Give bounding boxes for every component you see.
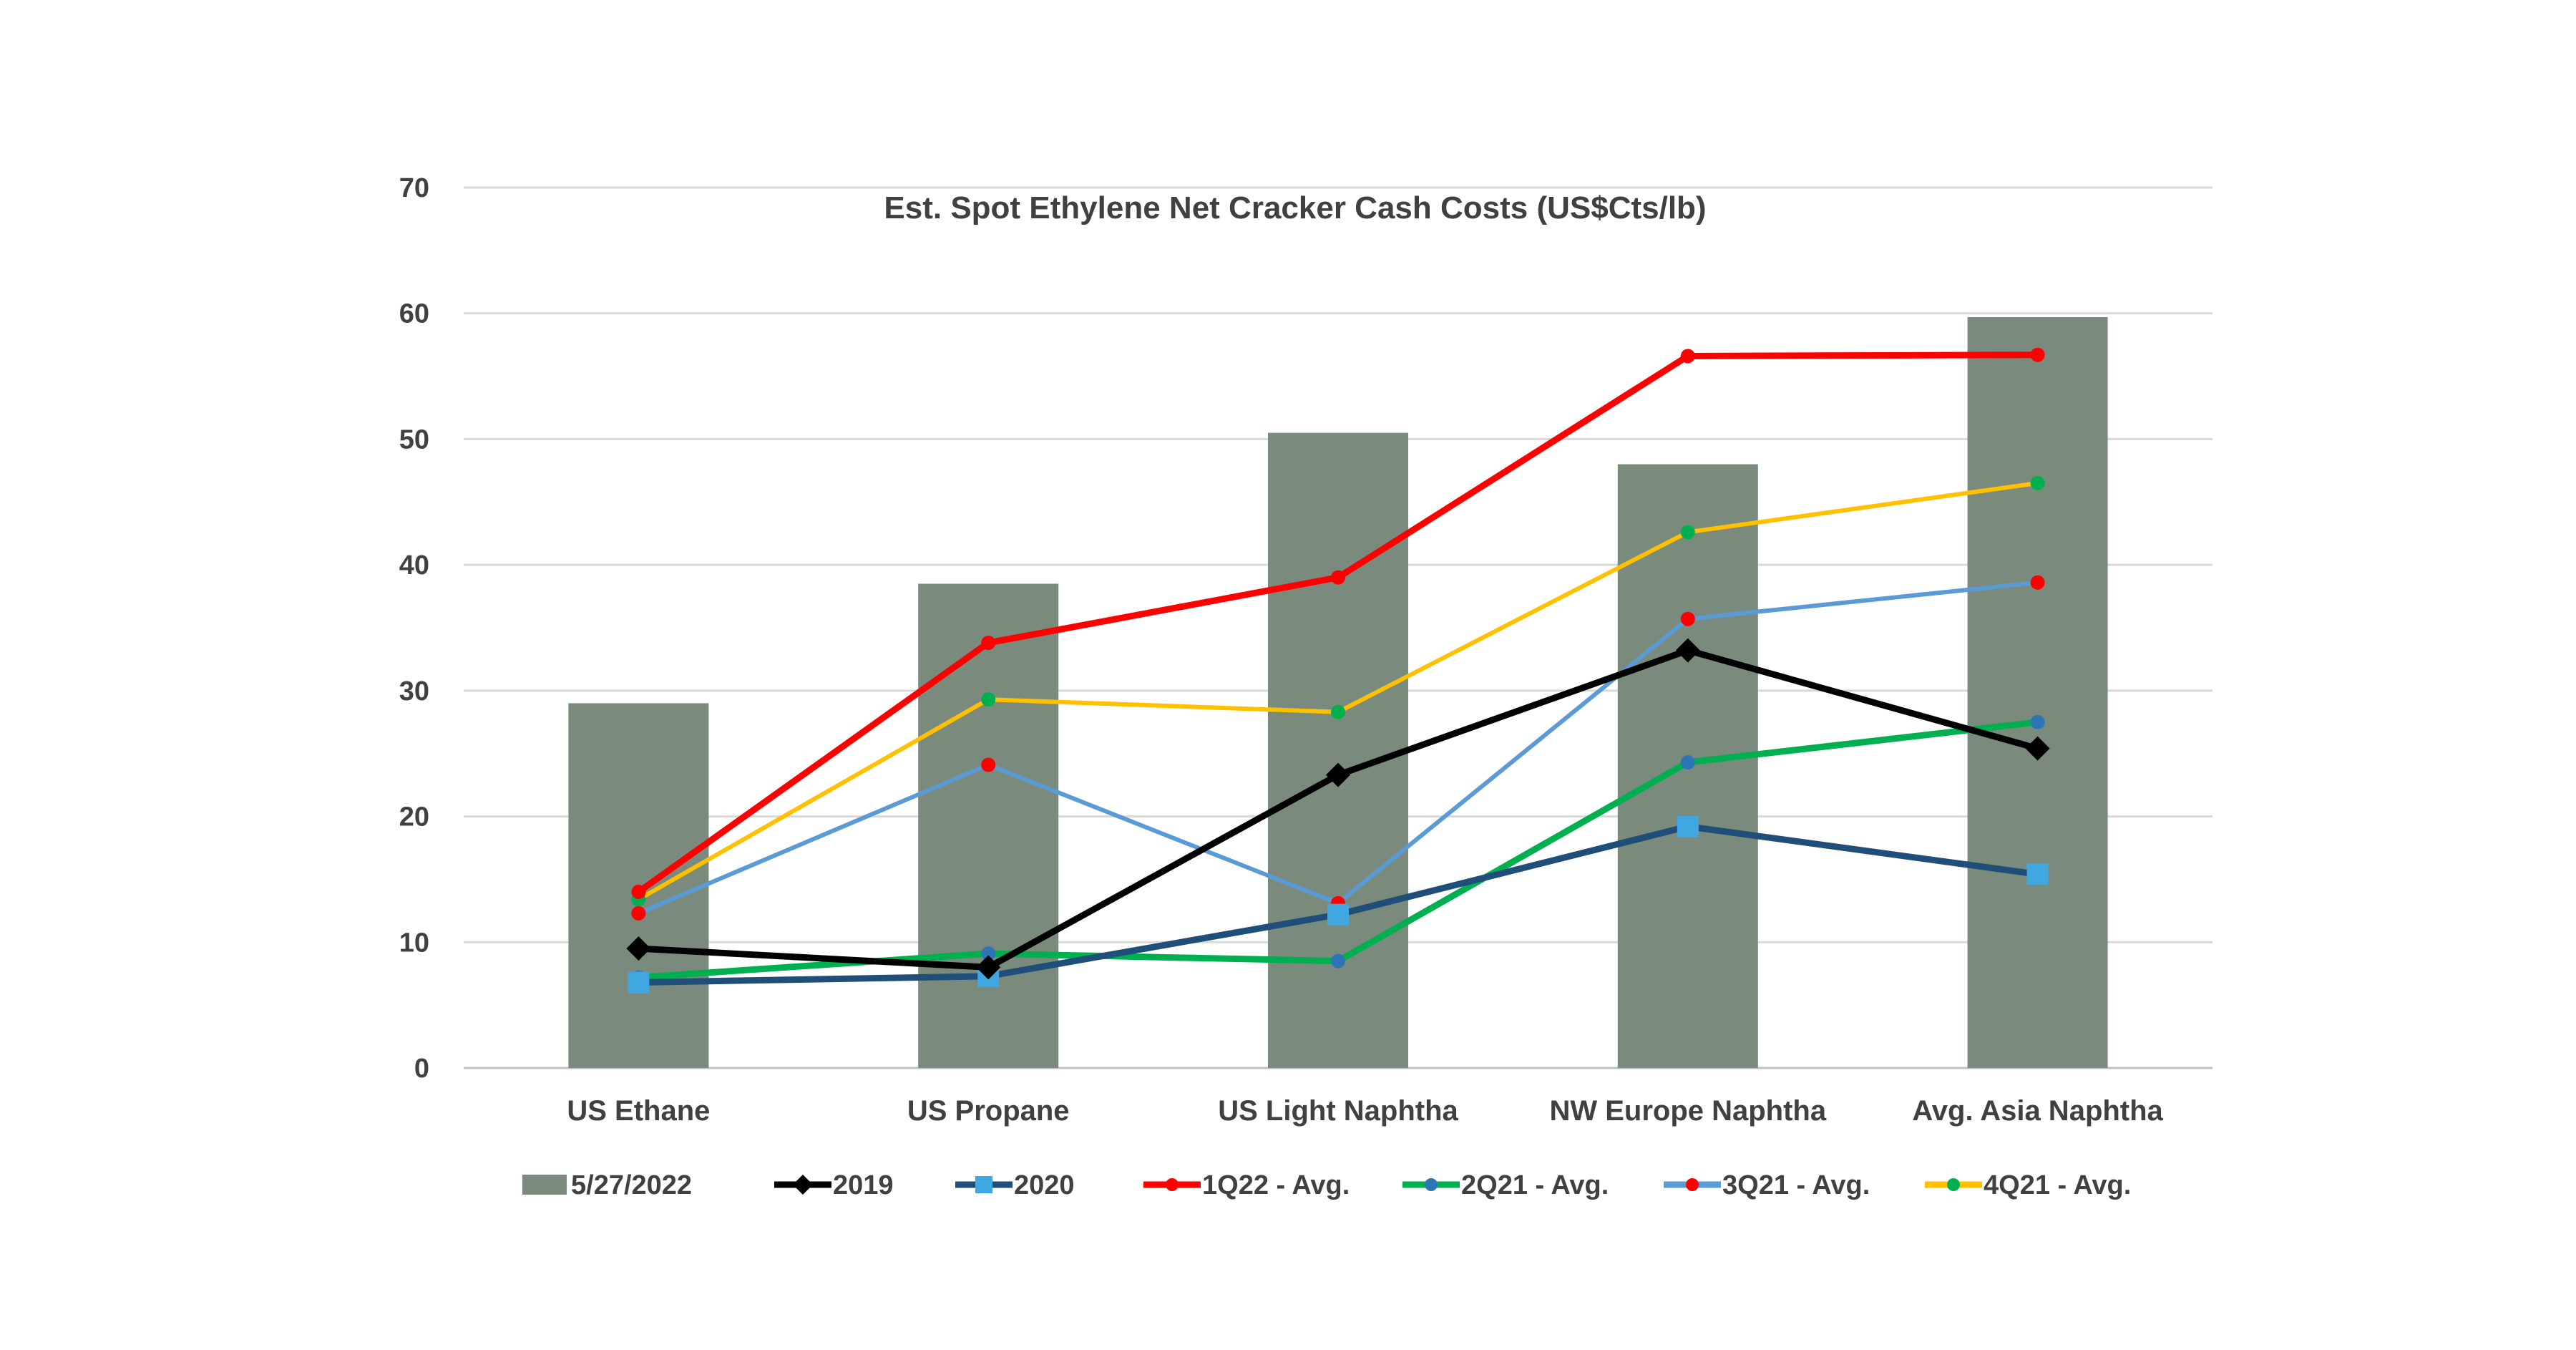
legend-label: 1Q22 - Avg. [1202,1170,1350,1200]
data-point [1331,704,1345,719]
bar-avg-asia-naphtha [1967,316,2108,1068]
data-point [1327,903,1349,926]
data-point [981,757,996,772]
bar-us-light-naphtha [1268,432,1408,1068]
bar-us-propane [918,583,1059,1068]
legend-item-1q22-avg: 1Q22 - Avg. [1143,1170,1350,1200]
legend-item-4q21-avg: 4Q21 - Avg. [1925,1170,2131,1200]
legend-label: 2020 [1014,1170,1075,1200]
legend-item-2020: 2020 [955,1170,1075,1200]
data-point [981,692,996,707]
data-point [631,885,646,899]
x-tick-label: US Propane [907,1095,1070,1127]
data-point [2030,475,2045,490]
data-point [626,936,651,961]
data-point [1331,953,1345,968]
data-point [975,1176,992,1193]
data-point [2030,575,2045,590]
data-point [2026,863,2049,885]
data-point [1680,525,1695,540]
x-tick-label: Avg. Asia Naphtha [1912,1095,2163,1127]
legend-label: 2019 [833,1170,894,1200]
legend-label: 2Q21 - Avg. [1461,1170,1609,1200]
data-point [1166,1178,1179,1191]
data-point [1675,638,1700,663]
x-tick-label: US Ethane [567,1095,710,1127]
legend-swatch [522,1175,567,1195]
data-point [2030,714,2045,729]
legend-label: 4Q21 - Avg. [1984,1170,2131,1200]
legend-item-5-27-2022: 5/27/2022 [522,1170,692,1200]
series-1q22-avg [631,347,2045,899]
legend-item-2019: 2019 [774,1170,894,1200]
y-tick-label: 10 [399,928,429,958]
data-point [2025,736,2050,761]
data-point [1686,1178,1699,1191]
data-point [628,971,650,994]
data-point [1425,1178,1438,1191]
data-point [1677,815,1699,837]
data-point [1947,1178,1960,1191]
y-tick-label: 30 [399,676,429,706]
y-tick-label: 70 [399,173,429,203]
y-tick-label: 50 [399,424,429,455]
data-point [1680,755,1695,770]
y-tick-label: 40 [399,550,429,581]
legend-item-3q21-avg: 3Q21 - Avg. [1664,1170,1870,1200]
bar-series [568,316,2108,1068]
data-point [1680,349,1695,364]
data-point [2030,347,2045,362]
series-2019 [626,638,2050,980]
data-point [793,1175,813,1195]
legend-item-2q21-avg: 2Q21 - Avg. [1402,1170,1609,1200]
data-point [981,946,996,961]
data-point [1326,762,1350,787]
x-tick-label: NW Europe Naphtha [1549,1095,1826,1127]
y-tick-label: 60 [399,299,429,329]
y-tick-label: 0 [414,1054,429,1084]
x-axis-ticks: US Ethane US Propane US Light Naphtha NW Eu… [567,1095,2163,1127]
data-point [631,905,646,921]
legend-label: 3Q21 - Avg. [1722,1170,1870,1200]
data-point [981,636,996,651]
data-point [1331,570,1345,585]
chart-title: Est. Spot Ethylene Net Cracker Cash Cost… [884,190,1706,225]
y-axis-ticks: 0 10 20 30 40 50 60 70 [399,173,429,1084]
legend: 5/27/2022 2019 2020 1Q22 - Avg. 2Q21 - Avg. 3… [522,1170,2131,1200]
x-tick-label: US Light Naphtha [1218,1095,1458,1127]
data-point [976,955,1001,980]
y-tick-label: 20 [399,802,429,832]
data-point [1680,611,1695,626]
legend-label: 5/27/2022 [571,1170,692,1200]
line-series-group [626,347,2050,994]
